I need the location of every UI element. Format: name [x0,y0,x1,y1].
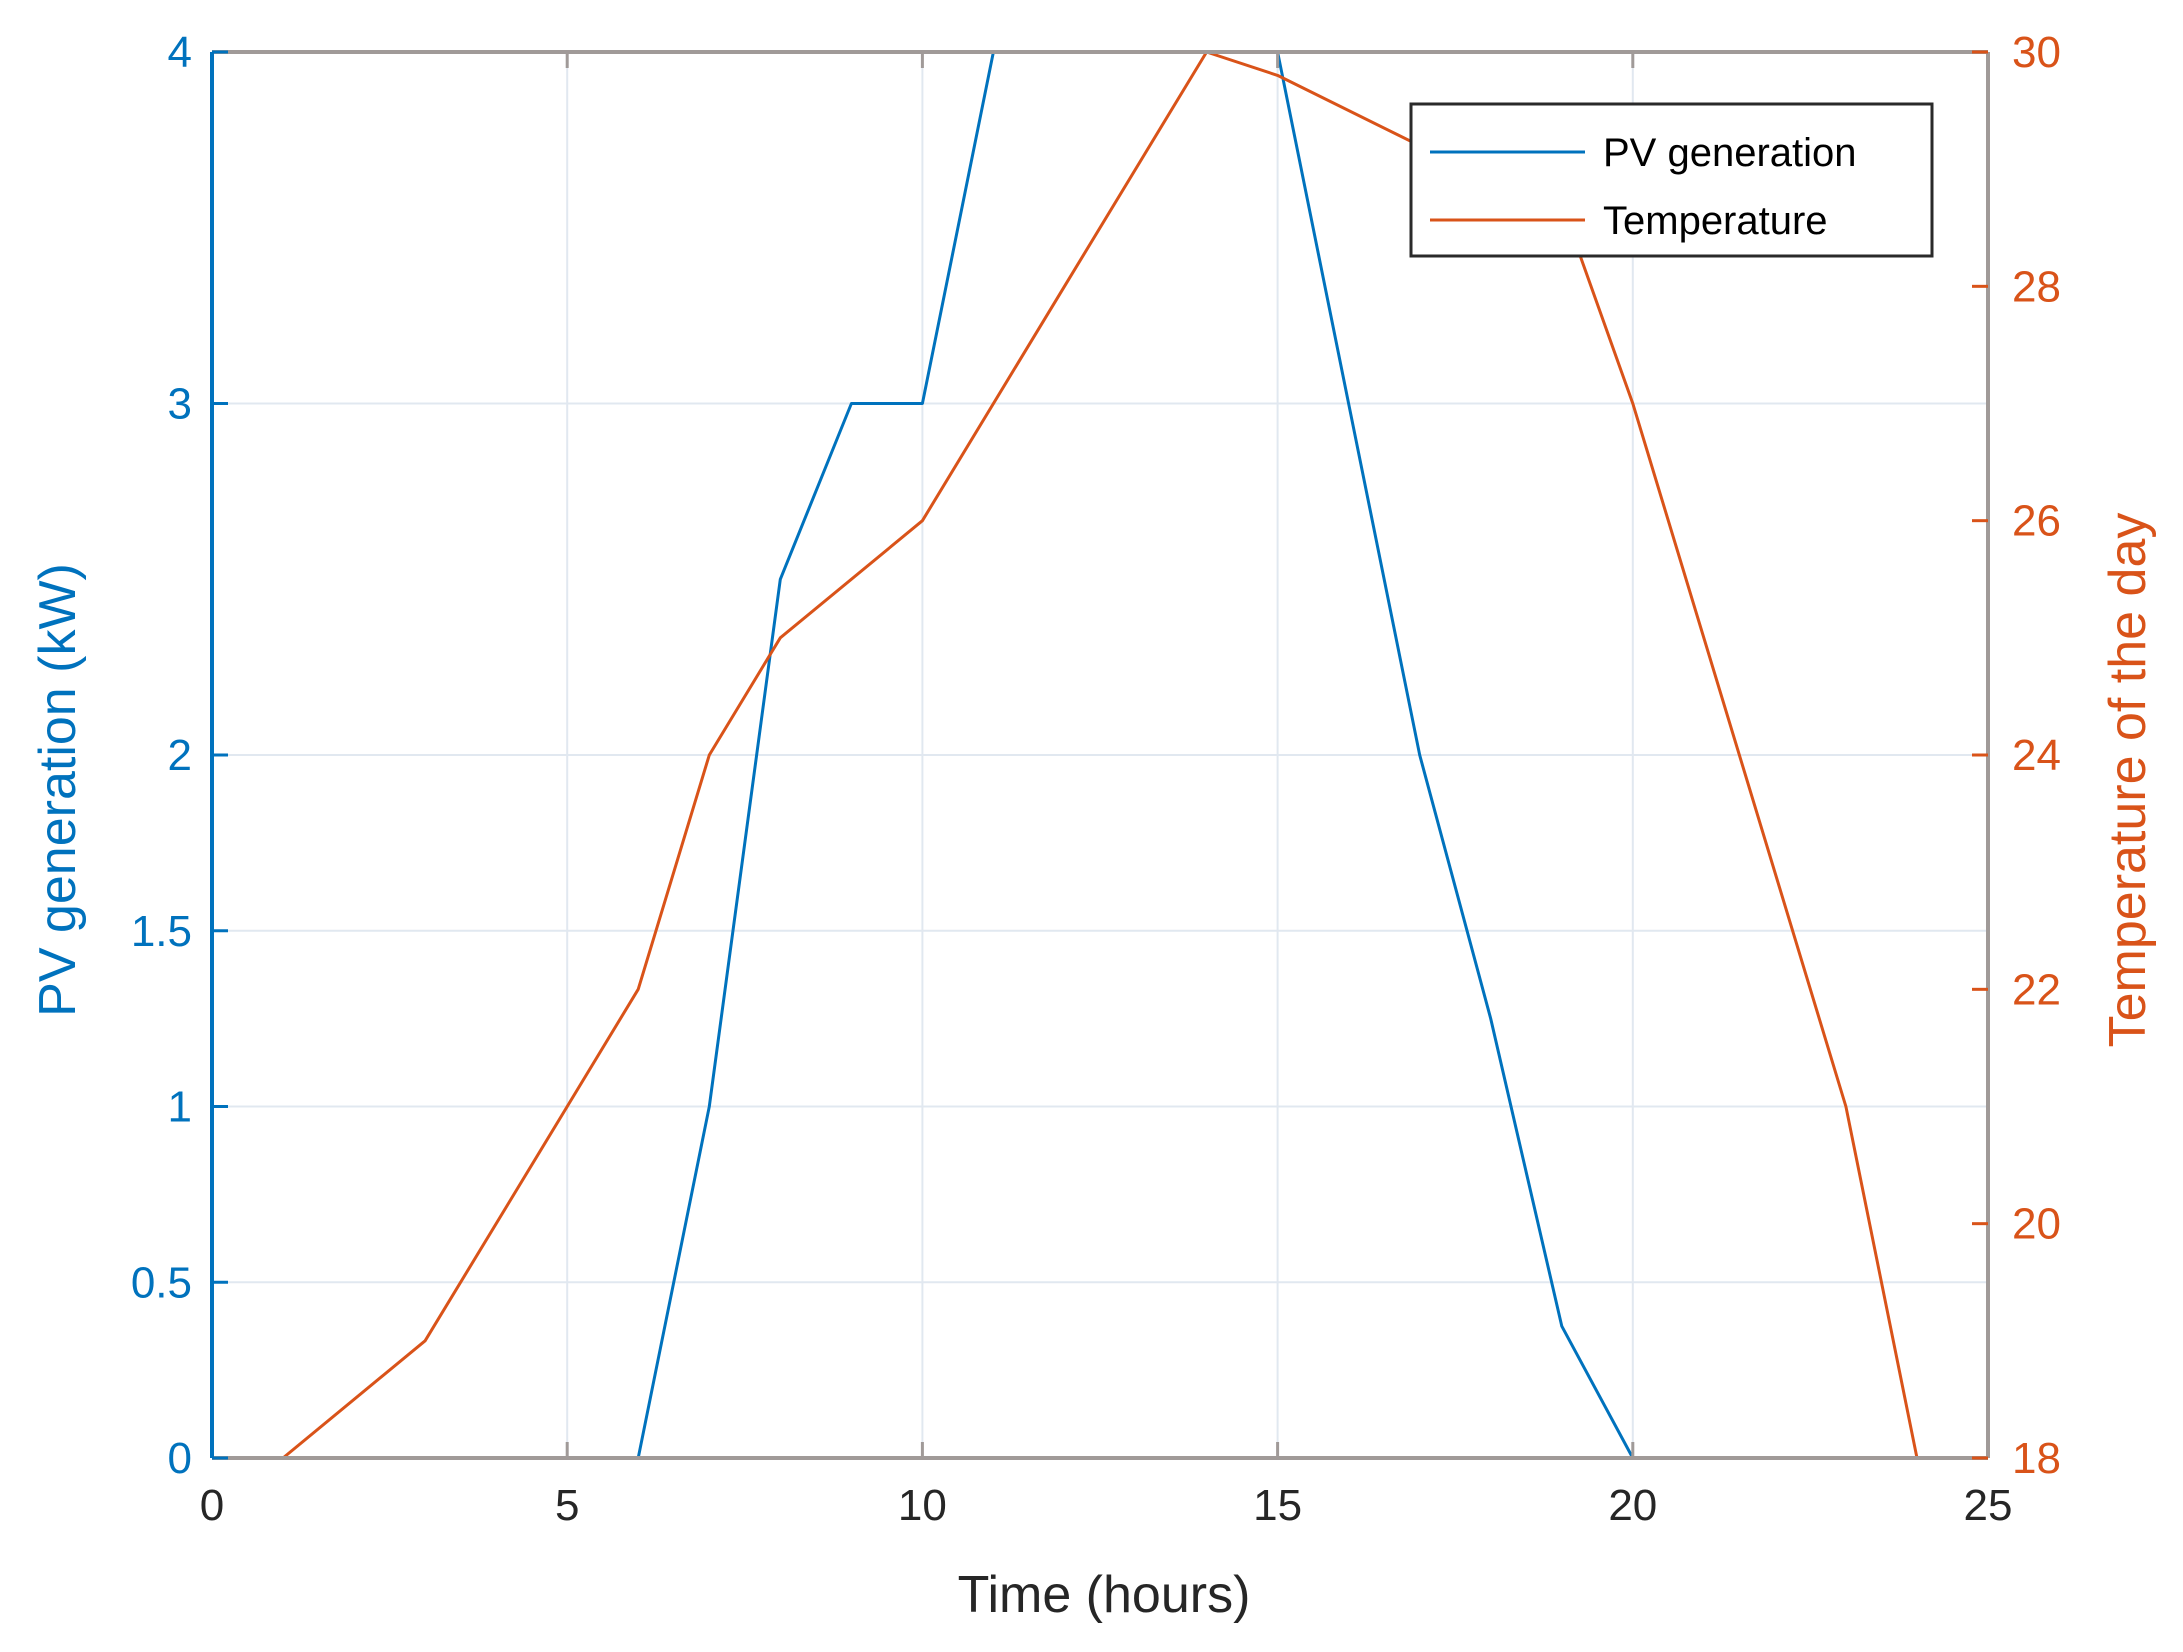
tick-labels: 0 5 10 15 20 25 0 0.5 1 1.5 2 3 4 18 20 22 24 26 28 30 [131,28,2061,1530]
legend: PV generation Temperature [1409,102,1934,258]
y-right-tick-label: 28 [2012,262,2061,311]
x-tick-label: 20 [1608,1481,1657,1530]
x-tick-label: 10 [898,1481,947,1530]
x-tick-label: 0 [200,1481,224,1530]
y-left-tick-label: 2 [168,731,192,780]
y-right-tick-label: 24 [2012,731,2061,780]
y-left-tick-label: 1 [168,1083,192,1132]
y-right-tick-label: 18 [2012,1434,2061,1483]
x-tick-label: 5 [555,1481,579,1530]
x-axis-title: Time (hours) [958,1566,1251,1624]
y-left-tick-label: 0 [168,1434,192,1483]
y-right-tick-label: 30 [2012,28,2061,77]
y-axis-left-title: PV generation (kW) [29,563,87,1017]
y-right-tick-label: 26 [2012,497,2061,546]
legend-label-pv: PV generation [1603,131,1857,175]
y-right-tick-label: 20 [2012,1200,2061,1249]
x-tick-label: 15 [1253,1481,1302,1530]
y-left-tick-label: 0.5 [131,1258,192,1307]
y-axis-right-title: Temperature of the day [2099,513,2157,1048]
y-left-tick-label: 3 [168,380,192,429]
y-left-tick-label: 4 [168,28,192,77]
y-left-tick-label: 1.5 [131,907,192,956]
temperature-line [282,50,1919,1460]
y-right-tick-label: 22 [2012,965,2061,1014]
legend-box [1409,102,1934,258]
gridlines [212,52,1988,1458]
x-tick-label: 25 [1964,1481,2013,1530]
legend-label-temperature: Temperature [1603,199,1828,243]
axes [210,50,1990,1460]
